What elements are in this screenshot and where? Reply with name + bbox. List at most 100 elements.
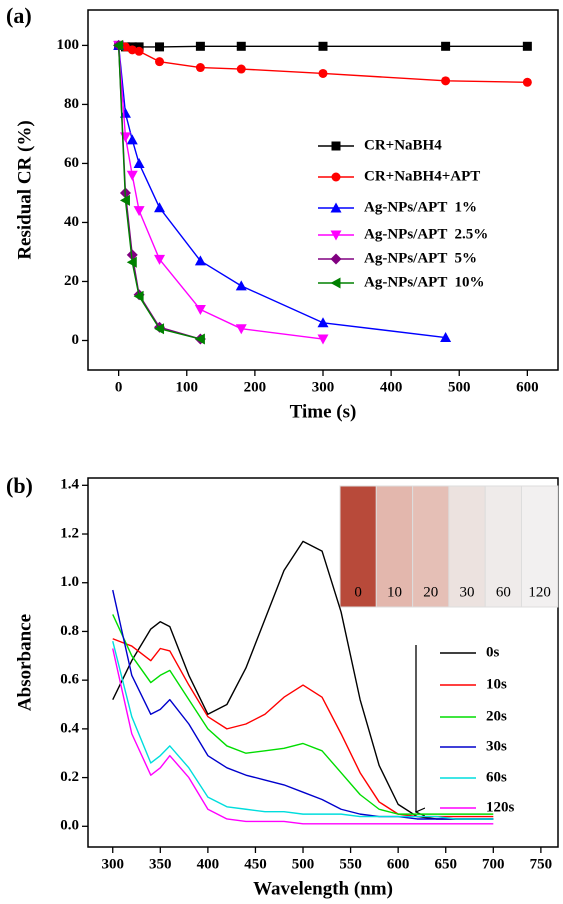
marker [194,333,205,345]
y-tick-label: 0.8 [60,623,79,639]
inset-vial [375,485,414,608]
marker [155,42,165,52]
marker [126,249,138,261]
series-line [117,45,446,339]
marker [522,41,532,51]
legend-label: 0s [486,644,500,660]
legend-label: CR+NaBH4+APT [364,168,480,184]
legend-label: CR+NaBH4 [364,137,442,153]
y-tick-label: 0.6 [60,672,79,688]
legend-label: 30s [486,738,507,754]
marker [154,254,166,265]
y-tick-label: 20 [64,273,79,289]
marker [317,317,329,328]
marker [133,157,145,168]
marker [154,323,165,335]
marker [155,57,165,67]
y-axis-title: Absorbance [14,614,35,711]
series-line [112,648,494,825]
marker [522,77,532,87]
plot-frame [87,477,559,848]
legend-label: Ag-NPs/APT 2.5% [364,226,488,242]
marker [119,194,130,206]
y-tick-label: 40 [64,214,79,230]
x-tick-label: 550 [339,856,362,872]
x-axis-title: Time (s) [290,401,357,422]
marker [236,41,246,51]
inset-label: 0 [354,584,362,600]
marker [236,64,246,74]
x-tick-label: 750 [530,856,553,872]
y-tick-label: 80 [64,96,79,112]
x-tick-label: 450 [244,856,267,872]
y-tick-label: 0 [72,332,80,348]
marker [194,305,206,316]
legend-marker [331,141,341,151]
marker [235,324,247,335]
x-tick-label: 700 [482,856,505,872]
legend-label: Ag-NPs/APT 1% [364,199,477,215]
marker [126,170,138,181]
marker [133,290,144,302]
legend-label: 60s [486,769,507,785]
marker [133,206,145,217]
legend-marker [330,253,342,265]
x-tick-label: 500 [292,856,315,872]
marker [441,41,451,51]
series-line [117,45,324,340]
inset-label: 10 [387,584,402,600]
inset-vial [521,485,559,608]
x-tick-label: 400 [380,379,403,395]
marker [119,107,131,118]
marker [154,202,166,213]
marker [113,39,124,51]
x-tick-label: 100 [176,379,199,395]
inset-vial [339,485,377,608]
series-line [112,638,494,818]
inset-vial [412,485,450,608]
series-line [112,614,494,815]
marker [195,41,205,51]
x-tick-label: 600 [387,856,410,872]
legend-marker [331,172,341,182]
y-tick-label: 60 [64,155,79,171]
y-tick-label: 0.4 [60,720,79,736]
x-tick-label: 200 [244,379,267,395]
panel-label: (a) [6,3,32,28]
y-tick-label: 1.0 [60,574,79,590]
marker [134,46,144,56]
series-line [112,641,494,820]
marker [318,41,328,51]
x-tick-label: 650 [434,856,457,872]
legend-marker [330,202,342,213]
x-tick-label: 350 [149,856,172,872]
y-tick-label: 1.4 [60,477,79,493]
marker [126,256,137,268]
legend-marker [330,230,342,241]
marker [195,63,205,73]
x-tick-label: 0 [115,379,123,395]
marker [126,134,138,145]
legend-label: 120s [486,799,515,815]
marker [318,68,328,78]
panel-label: (b) [6,473,33,498]
legend-marker [330,277,341,289]
marker [441,76,451,86]
series-line [112,540,494,820]
marker [127,45,137,55]
inset-label: 20 [423,584,438,600]
marker [194,255,206,266]
marker [440,332,452,343]
legend-label: Ag-NPs/APT 5% [364,250,477,266]
x-tick-label: 600 [516,379,539,395]
inset-label: 30 [460,584,475,600]
inset-label: 120 [528,584,551,600]
legend-label: 10s [486,676,507,692]
y-tick-label: 0.0 [60,818,79,834]
x-tick-label: 400 [197,856,220,872]
y-axis-title: Residual CR (%) [14,120,35,259]
x-axis-title: Wavelength (nm) [253,878,393,899]
y-tick-label: 1.2 [60,525,79,541]
marker [235,280,247,291]
